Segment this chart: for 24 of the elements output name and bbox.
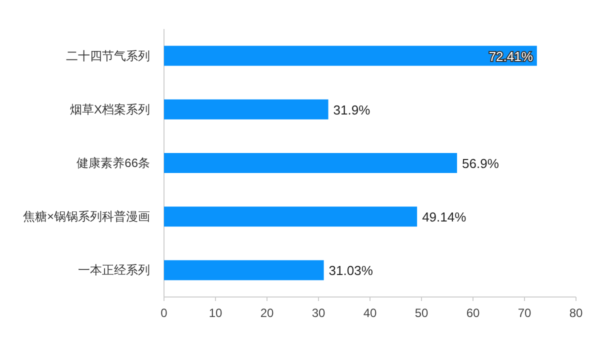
bar [164,206,418,227]
x-tick-label: 70 [518,306,532,320]
data-label: 72.41% [488,48,534,64]
data-label: 49.14% [422,210,467,225]
y-tick-label: 二十四节气系列 [66,48,150,63]
y-tick-label: 一本正经系列 [78,263,150,278]
data-label: 31.9% [333,102,371,118]
bar [164,153,458,173]
x-tick-label: 10 [208,306,222,320]
x-tick-label: 30 [312,306,326,320]
bar [164,260,324,280]
y-tick-label: 烟草X档案系列 [70,102,150,116]
y-tick-label: 焦糖×锅锅系列科普漫画 [22,210,150,224]
x-tick-label: 0 [160,306,168,320]
y-tick-label: 健康素养66条 [76,156,150,170]
data-label: 56.9% [462,156,500,171]
bar [164,99,328,120]
x-tick-label: 20 [260,306,274,320]
x-tick-label: 40 [363,306,377,320]
x-tick-label: 60 [466,306,480,320]
x-tick-label: 50 [414,306,428,320]
data-label: 31.03% [328,263,374,278]
x-tick-label: 80 [569,306,583,320]
bar [164,46,537,66]
